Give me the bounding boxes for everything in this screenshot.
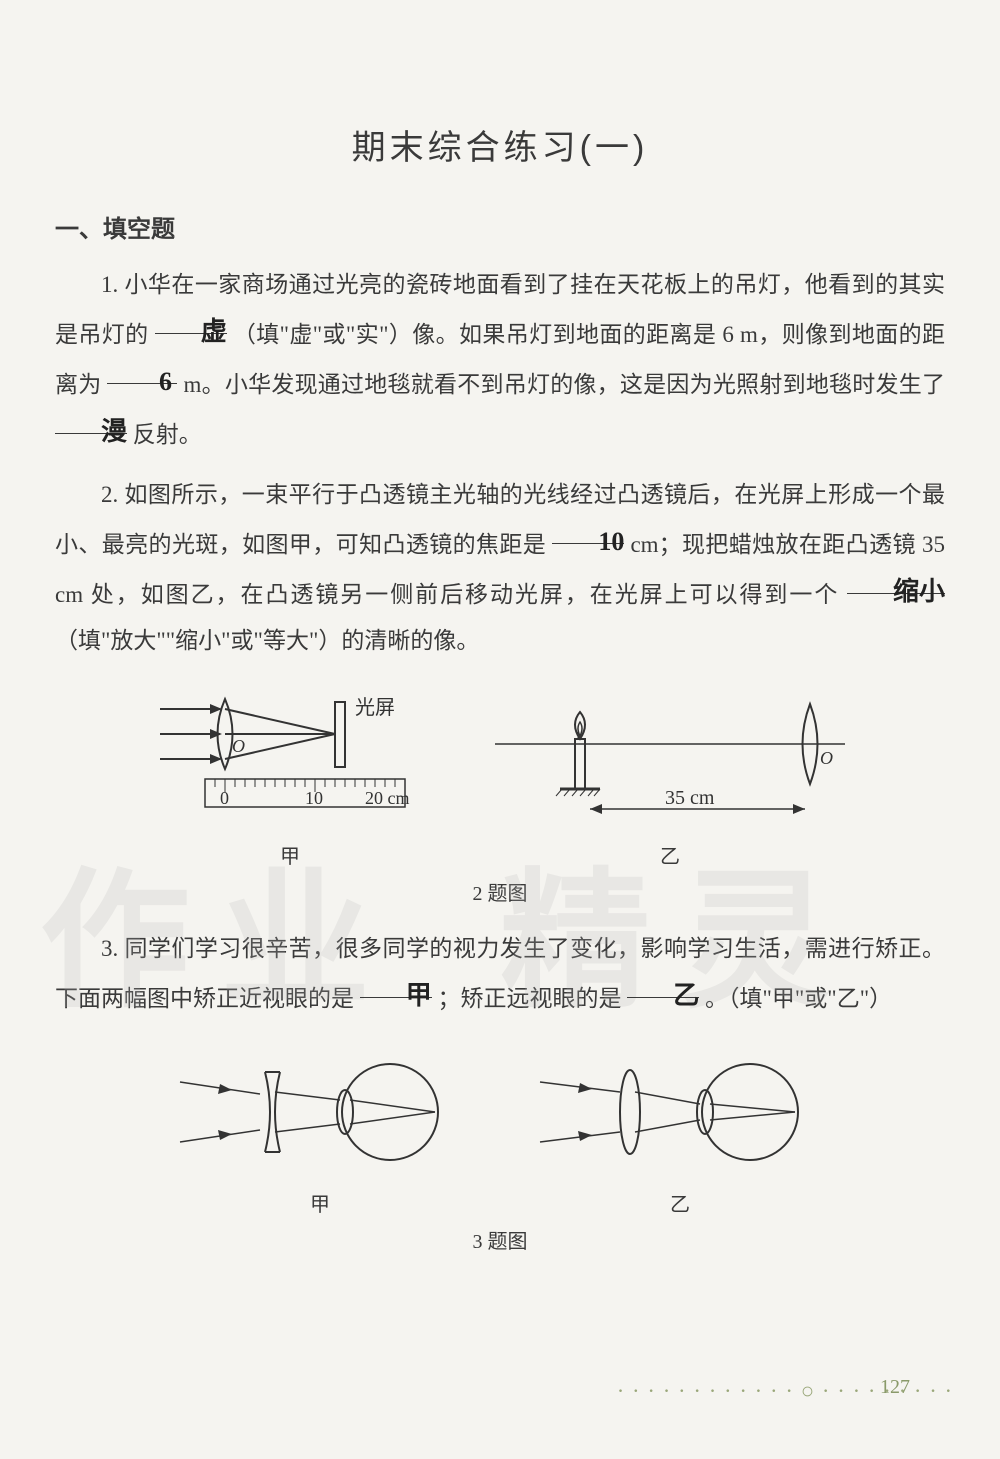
svg-text:10: 10 — [305, 788, 323, 808]
figure-3-jia: 甲 — [170, 1042, 470, 1217]
figure-2-row: O 光屏 — [55, 684, 945, 869]
q1-blank-1: 虚 — [155, 308, 227, 334]
svg-text:光屏: 光屏 — [355, 696, 395, 719]
figure-3-row: 甲 乙 — [55, 1042, 945, 1217]
page-dots: ············○········· — [617, 1378, 960, 1404]
q3-text-c: 。（填"甲"或"乙"） — [705, 986, 892, 1011]
q3-answer-1: 甲 — [406, 981, 432, 1010]
q3-blank-2: 乙 — [627, 972, 699, 998]
fig2-sub-yi: 乙 — [660, 840, 680, 869]
question-1: 1. 小华在一家商场通过光亮的瓷砖地面看到了挂在天花板上的吊灯，他看到的其实是吊… — [55, 262, 945, 458]
figure-2-yi: O 35 cm 乙 — [490, 684, 850, 869]
section-header: 一、填空题 — [55, 209, 945, 244]
question-2: 2. 如图所示，一束平行于凸透镜主光轴的光线经过凸透镜后，在光屏上形成一个最小、… — [55, 472, 945, 664]
svg-text:20 cm: 20 cm — [365, 788, 410, 808]
q1-blank-3: 漫 — [55, 408, 127, 434]
eye-correction-yi — [530, 1042, 830, 1182]
question-3: 3. 同学们学习很辛苦，很多同学的视力发生了变化，影响学习生活，需进行矫正。下面… — [55, 926, 945, 1022]
q1-answer-3: 漫 — [101, 417, 127, 446]
fig3-sub-yi: 乙 — [670, 1188, 690, 1217]
eye-correction-jia — [170, 1042, 470, 1182]
figure-3-caption: 3 题图 — [55, 1225, 945, 1254]
page-title: 期末综合练习(一) — [55, 120, 945, 169]
svg-text:O: O — [232, 736, 245, 756]
fig3-sub-jia: 甲 — [310, 1188, 330, 1217]
figure-2-jia: O 光屏 — [150, 684, 430, 869]
svg-text:0: 0 — [220, 788, 229, 808]
candle-lens-diagram: O 35 cm — [490, 684, 850, 834]
q3-answer-2: 乙 — [673, 981, 699, 1010]
figure-2-caption: 2 题图 — [55, 877, 945, 906]
q1-answer-2: 6 — [159, 367, 172, 396]
q1-text-c: m。小华发现通过地毯就看不到吊灯的像，这是因为光照射到地毯时发生了 — [183, 372, 945, 397]
q2-blank-1: 10 — [552, 518, 624, 544]
q1-text-d: 反射。 — [133, 422, 202, 447]
q3-blank-1: 甲 — [360, 972, 432, 998]
q1-answer-1: 虚 — [201, 317, 227, 346]
q3-text-b: ；矫正远视眼的是 — [438, 986, 622, 1011]
q2-answer-2: 缩小 — [893, 577, 945, 606]
q2-text-c: （填"放大""缩小"或"等大"）的清晰的像。 — [55, 628, 479, 653]
q1-blank-2: 6 — [107, 358, 177, 384]
fig2-sub-jia: 甲 — [280, 840, 300, 869]
q2-blank-2: 缩小 — [847, 568, 945, 594]
svg-text:35 cm: 35 cm — [665, 787, 715, 809]
svg-text:O: O — [820, 748, 833, 768]
figure-3-yi: 乙 — [530, 1042, 830, 1217]
lens-ruler-diagram: O 光屏 — [150, 684, 430, 834]
q2-answer-1: 10 — [598, 527, 624, 556]
